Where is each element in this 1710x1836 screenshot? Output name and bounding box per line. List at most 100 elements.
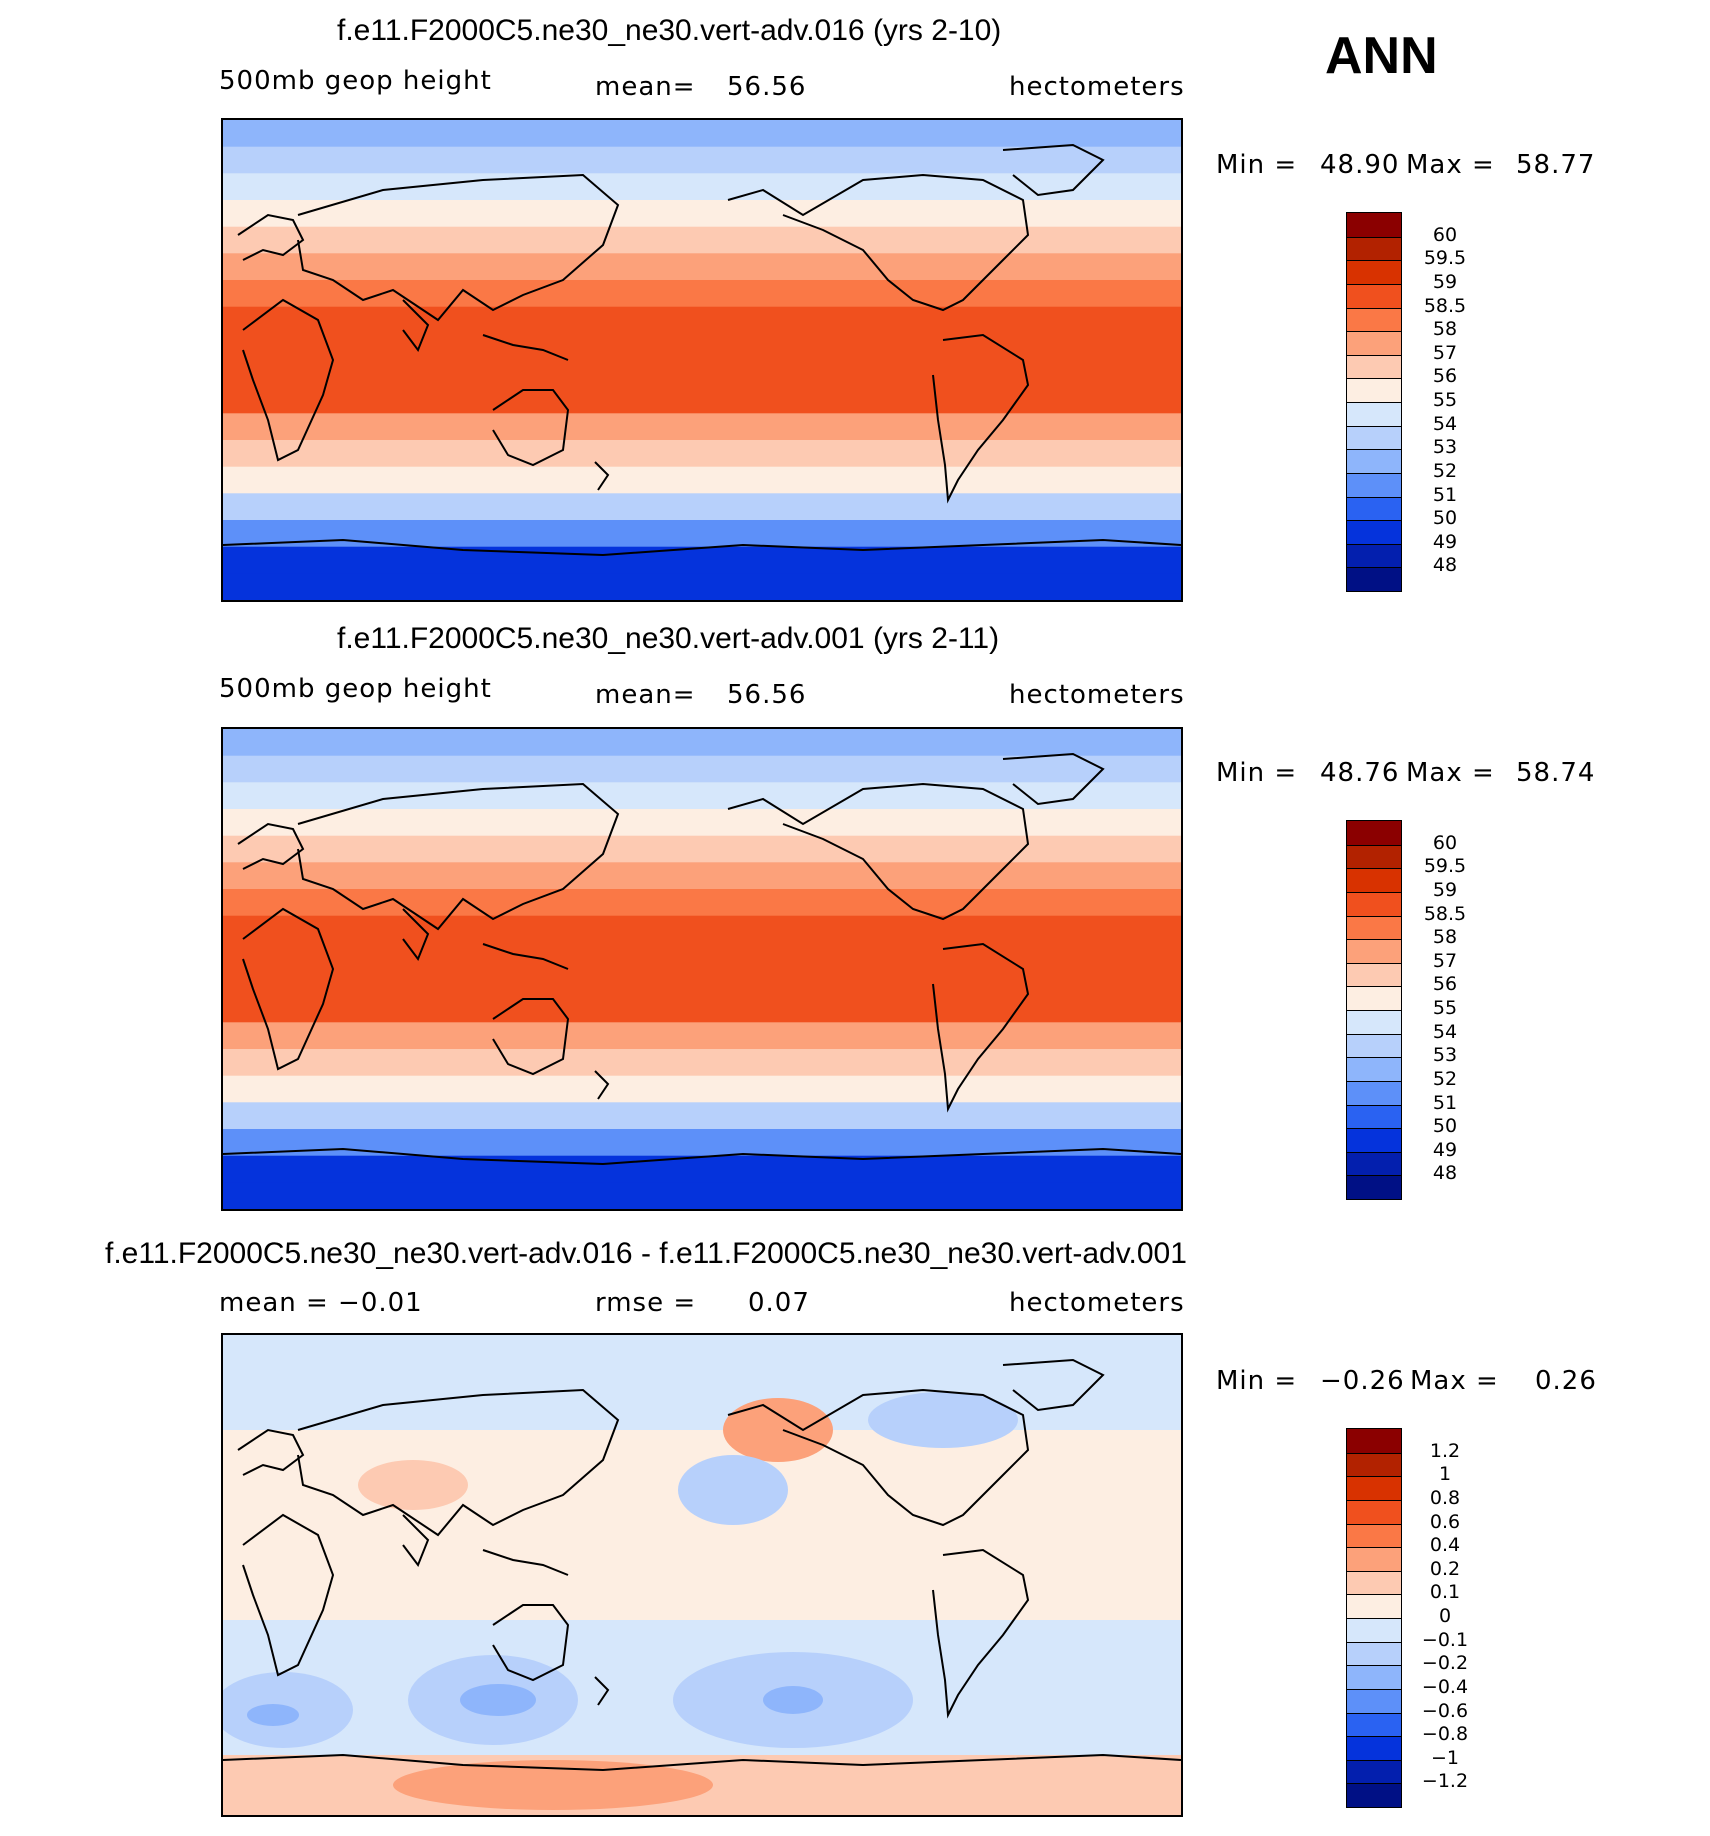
field-band: [223, 333, 1181, 361]
coast-africa: [242, 1513, 335, 1677]
colorbar-tick-label: 1.2: [1429, 1439, 1461, 1462]
colorbar-tick-label: 0: [1438, 1605, 1452, 1627]
field-band: [223, 120, 1181, 148]
colorbar-tick-label: 0.8: [1429, 1486, 1461, 1509]
colorbar-segment: [1347, 1618, 1401, 1642]
panel-1-mean-value: 56.56: [727, 72, 807, 102]
colorbar-segment: [1347, 1523, 1401, 1548]
coast-india: [402, 299, 430, 353]
coast-antarctica: [223, 538, 1181, 557]
coast-europe: [237, 213, 305, 261]
colorbar-segment: [1347, 1665, 1401, 1689]
colorbar-tick-label: 55: [1432, 997, 1458, 1019]
panel-1-title: f.e11.F2000C5.ne30_ne30.vert-adv.016 (yr…: [337, 14, 1002, 47]
coast-north-america: [727, 782, 1030, 921]
colorbar-segment: [1347, 1452, 1401, 1477]
colorbar-tick-label: −1: [1430, 1746, 1459, 1769]
panel-2-variable-label: 500mb geop height: [219, 674, 492, 704]
diff-core-low-3: [247, 1704, 299, 1726]
panel-1-mean-label: mean=: [595, 72, 696, 102]
colorbar-tick-label: 60: [1432, 223, 1458, 246]
diff-asia-high: [358, 1460, 468, 1510]
panel-1-units: hectometers: [1009, 72, 1185, 102]
colorbar-segment: [1347, 1712, 1401, 1737]
coast-antarctica: [223, 1753, 1181, 1772]
field-band: [223, 862, 1181, 890]
colorbar-tick-label: 57: [1432, 949, 1458, 972]
colorbar-segment: [1347, 1429, 1401, 1453]
colorbar-segment: [1347, 567, 1401, 591]
colorbar-tick-label: 52: [1432, 1067, 1458, 1090]
colorbar-tick-label: −0.4: [1421, 1675, 1469, 1698]
colorbar-tick-label: 54: [1432, 412, 1458, 435]
colorbar-segment: [1347, 1736, 1401, 1760]
season-label: ANN: [1325, 27, 1438, 85]
colorbar-segment: [1347, 868, 1401, 892]
field-band: [223, 1102, 1181, 1130]
colorbar-segment: [1347, 1759, 1401, 1784]
coast-australia: [492, 1604, 570, 1682]
colorbar-tick-label: 51: [1432, 483, 1458, 506]
coast-asia: [297, 1388, 620, 1537]
panel-1-min-value: 48.90: [1320, 150, 1400, 180]
panel-3-units: hectometers: [1009, 1288, 1185, 1318]
coast-asia: [297, 782, 620, 931]
colorbar-segment: [1347, 1175, 1401, 1199]
field-band: [223, 493, 1181, 521]
field-band: [223, 173, 1181, 201]
colorbar-segment: [1347, 986, 1401, 1010]
colorbar-segment: [1347, 1151, 1401, 1176]
field-band: [223, 466, 1181, 495]
colorbar-tick-label: 59: [1432, 878, 1458, 901]
colorbar-tick-label: 56: [1432, 365, 1458, 388]
field-band: [223, 835, 1181, 864]
colorbar-segment: [1347, 1688, 1401, 1713]
panel-1-map: [221, 118, 1183, 602]
panel-1-colorbar: [1346, 212, 1402, 592]
diff-antarctic-high: [393, 1760, 713, 1810]
colorbar-segment: [1347, 1499, 1401, 1524]
panel-2-min-value: 48.76: [1320, 758, 1400, 788]
field-band: [223, 782, 1181, 810]
panel-3-min-label: Min =: [1216, 1366, 1298, 1396]
colorbar-segment: [1347, 891, 1401, 916]
panel-2-min-label: Min =: [1216, 758, 1298, 788]
colorbar-tick-label: −1.2: [1421, 1770, 1469, 1793]
panel-3-max-value: 0.26: [1535, 1366, 1597, 1396]
coast-greenland: [1002, 1358, 1105, 1412]
field-band: [223, 280, 1181, 308]
panel-1-variable-label: 500mb geop height: [219, 66, 492, 96]
panel-3-rmse-label: rmse =: [595, 1288, 697, 1318]
coast-europe: [237, 822, 305, 870]
colorbar-tick-label: 59.5: [1423, 855, 1467, 878]
colorbar-segment: [1347, 236, 1401, 261]
colorbar-segment: [1347, 472, 1401, 497]
colorbar-tick-label: 49: [1432, 530, 1458, 553]
field-band: [223, 1155, 1181, 1184]
panel-1-max-label: Max =: [1406, 150, 1495, 180]
colorbar-tick-label: 57: [1432, 341, 1458, 364]
coast-indonesia: [482, 943, 569, 970]
colorbar-tick-label: 50: [1432, 1115, 1458, 1138]
coast-north-america: [727, 173, 1030, 312]
colorbar-segment: [1347, 939, 1401, 963]
diff-core-low-2: [763, 1686, 823, 1714]
colorbar-segment: [1347, 1594, 1401, 1618]
field-band: [223, 969, 1181, 997]
field-band: [223, 306, 1181, 335]
colorbar-segment: [1347, 425, 1401, 450]
field-band: [223, 200, 1181, 228]
colorbar-segment: [1347, 543, 1401, 568]
colorbar-tick-label: 53: [1432, 436, 1458, 459]
colorbar-segment: [1347, 520, 1401, 544]
colorbar-segment: [1347, 1080, 1401, 1105]
diff-pacific-low: [678, 1455, 788, 1525]
colorbar-segment: [1347, 402, 1401, 426]
colorbar-segment: [1347, 283, 1401, 308]
colorbar-tick-label: 54: [1432, 1020, 1458, 1043]
panel-3-rmse-value: 0.07: [748, 1288, 810, 1318]
coast-greenland: [1002, 752, 1105, 806]
panel-3-mean-label: mean = −0.01: [219, 1288, 423, 1318]
panel-3-min-value: −0.26: [1320, 1366, 1405, 1396]
colorbar-segment: [1347, 260, 1401, 284]
